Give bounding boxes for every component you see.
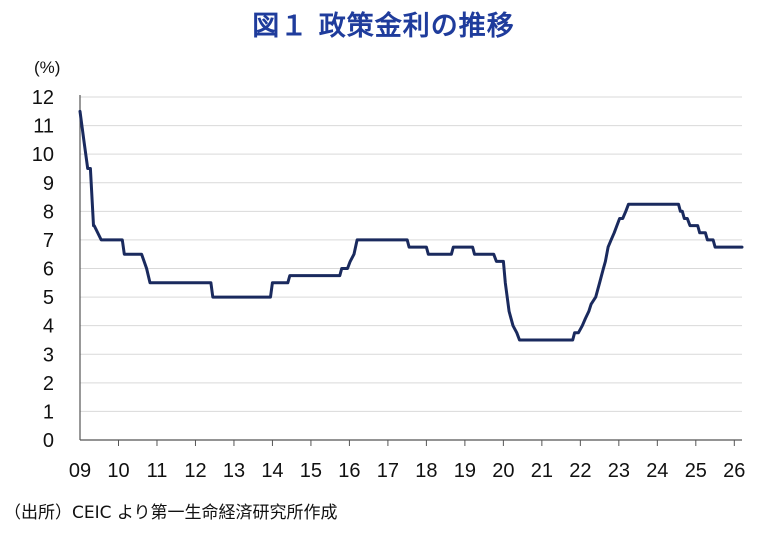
x-tick-label-16: 16 [338,460,360,482]
x-tick-label-22: 22 [569,460,591,482]
axes [79,95,742,441]
x-tick-label-11: 11 [147,460,168,482]
x-tick-label-20: 20 [492,460,514,482]
series-line-0 [78,109,744,342]
x-tick-label-23: 23 [608,460,630,482]
x-tick-label-26: 26 [723,460,745,482]
x-tick-label-19: 19 [454,460,476,482]
series-group [78,109,744,342]
x-tick-label-25: 25 [685,460,707,482]
y-tick-label-7: 7 [43,230,54,252]
y-tick-label-5: 5 [43,287,54,309]
y-tick-label-6: 6 [43,259,54,281]
x-tick-label-17: 17 [377,460,399,482]
x-tick-label-14: 14 [261,460,283,482]
x-tick-label-09: 09 [69,460,91,482]
x-tick-label-13: 13 [223,460,245,482]
y-tick-label-12: 12 [32,87,54,109]
gridlines [80,96,742,412]
chart-title: 図１ 政策金利の推移 [252,11,515,42]
x-tick-labels: 09 10 11 12 13 14 15 16 17 18 19 20 21 22 23 24 25 26 [69,460,746,482]
y-tick-label-9: 9 [43,173,54,195]
y-tick-label-8: 8 [43,201,54,223]
x-tick-label-18: 18 [415,460,437,482]
y-tick-label-11: 11 [33,116,54,138]
x-tick-label-15: 15 [300,460,322,482]
y-tick-label-3: 3 [43,344,54,366]
x-tick-label-10: 10 [107,460,129,482]
x-tick-label-12: 12 [184,460,206,482]
x-tick-label-24: 24 [646,460,668,482]
source-note: （出所）CEIC より第一生命経済研究所作成 [4,503,338,523]
y-tick-label-2: 2 [43,373,54,395]
x-tick-label-21: 21 [531,460,553,482]
y-tick-label-4: 4 [43,316,54,338]
y-tick-label-10: 10 [32,144,54,166]
x-tick-marks [117,440,735,446]
y-tick-label-0: 0 [43,430,54,452]
y-axis-unit-label: (%) [34,58,61,77]
y-tick-label-1: 1 [43,401,54,423]
